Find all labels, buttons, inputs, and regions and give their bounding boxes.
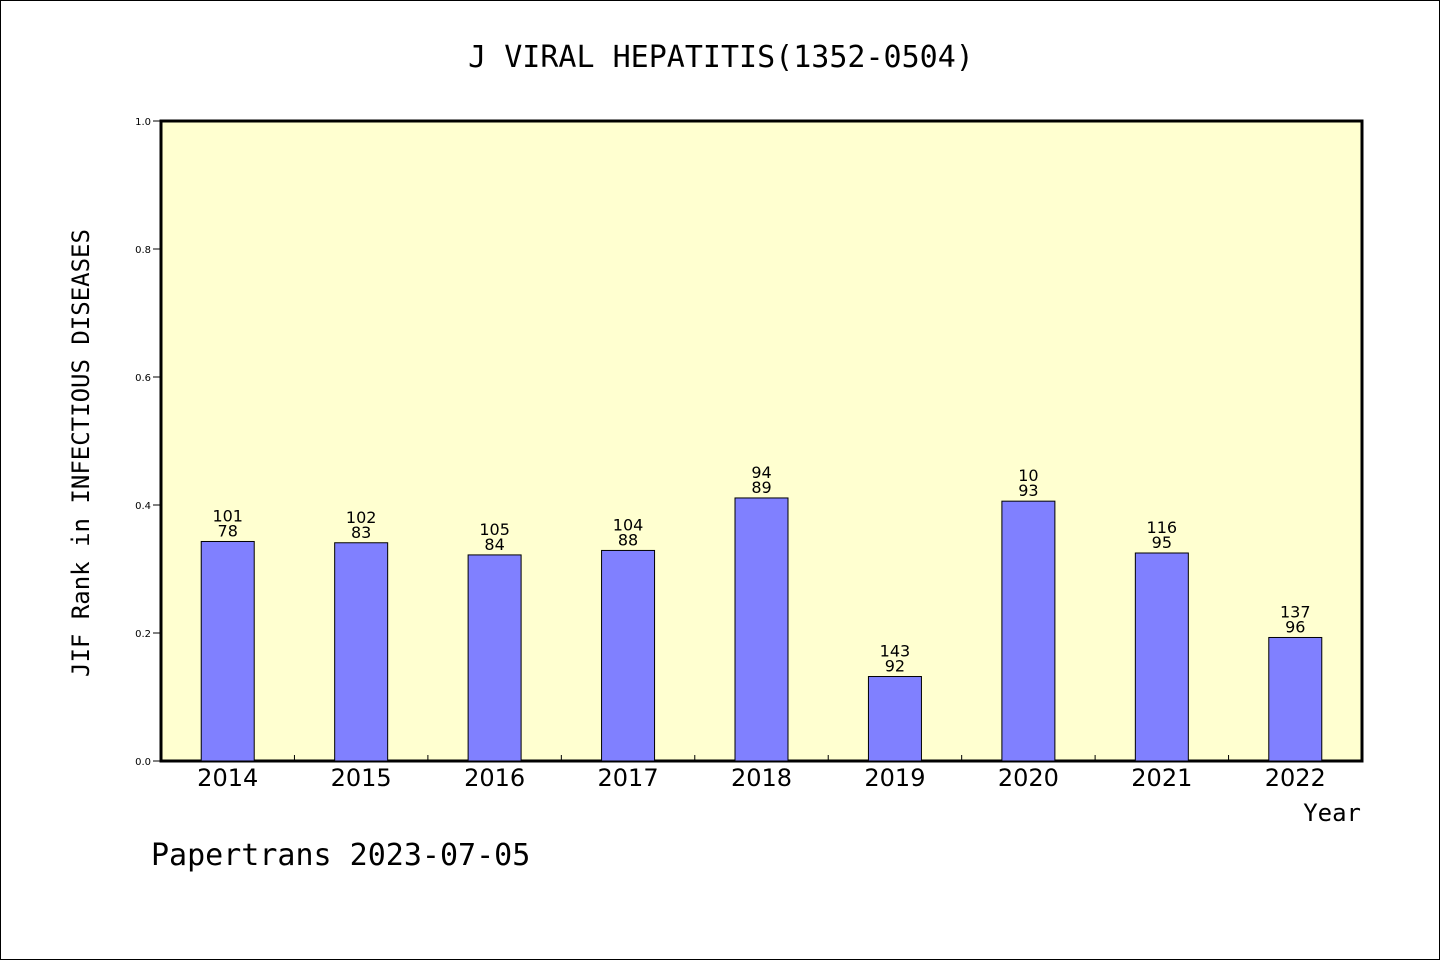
bar-label-top-2016: 105 — [479, 520, 510, 539]
bar-2019 — [867, 676, 922, 762]
bar-2015 — [334, 542, 389, 762]
bar-2018 — [734, 497, 789, 762]
y-tick-label: 0.4 — [135, 501, 151, 512]
x-tick-label-2022: 2022 — [1265, 764, 1326, 792]
x-tick-label-2021: 2021 — [1131, 764, 1192, 792]
bar-label-bottom-2021: 95 — [1152, 533, 1172, 552]
bar-label-top-2020: 10 — [1018, 466, 1038, 485]
bar-2022 — [1268, 636, 1323, 762]
bar-2017 — [601, 549, 656, 762]
bar-label-top-2021: 116 — [1147, 518, 1178, 537]
chart-title: J VIRAL HEPATITIS(1352-0504) — [468, 40, 974, 75]
bar-label-bottom-2014: 78 — [218, 521, 238, 540]
x-tick-label-2017: 2017 — [598, 764, 659, 792]
x-tick-label-2019: 2019 — [864, 764, 925, 792]
x-axis-label: Year — [1303, 799, 1361, 827]
y-tick-label: 1.0 — [135, 117, 151, 128]
bar-label-top-2015: 102 — [346, 508, 377, 527]
bar-label-bottom-2022: 96 — [1285, 617, 1305, 636]
bar-label-bottom-2015: 83 — [351, 523, 371, 542]
x-axis-ticks: 2014 2015 2016 2017 2018 2019 2020 2021 2022 — [197, 755, 1326, 792]
bar-label-bottom-2017: 88 — [618, 530, 638, 549]
bar-2021 — [1134, 552, 1189, 762]
credit-footer: Papertrans 2023-07-05 — [151, 838, 530, 873]
y-tick-label: 0.0 — [135, 757, 151, 768]
y-tick-label: 0.6 — [135, 373, 151, 384]
bar-label-top-2018: 94 — [751, 463, 771, 482]
y-tick-label: 0.2 — [135, 629, 151, 640]
bar-label-bottom-2018: 89 — [751, 478, 771, 497]
x-tick-label-2018: 2018 — [731, 764, 792, 792]
bar-label-top-2014: 101 — [212, 506, 243, 525]
x-tick-label-2015: 2015 — [331, 764, 392, 792]
bar-label-top-2017: 104 — [613, 515, 644, 534]
bar-label-top-2019: 143 — [880, 642, 911, 661]
bar-2016 — [467, 554, 522, 762]
bar-label-bottom-2020: 93 — [1018, 481, 1038, 500]
x-tick-label-2014: 2014 — [197, 764, 258, 792]
x-tick-label-2020: 2020 — [998, 764, 1059, 792]
bar-2014 — [200, 540, 255, 762]
bar-label-bottom-2016: 84 — [484, 535, 504, 554]
bar-2020 — [1001, 500, 1056, 762]
y-axis-label: JIF Rank in INFECTIOUS DISEASES — [67, 229, 95, 677]
bar-label-top-2022: 137 — [1280, 602, 1311, 621]
y-axis-ticks: 0.0 0.2 0.4 0.6 0.8 1.0 — [135, 117, 161, 768]
x-tick-label-2016: 2016 — [464, 764, 525, 792]
bar-label-bottom-2019: 92 — [885, 657, 905, 676]
y-tick-label: 0.8 — [135, 245, 151, 256]
bars-layer — [200, 497, 1323, 762]
